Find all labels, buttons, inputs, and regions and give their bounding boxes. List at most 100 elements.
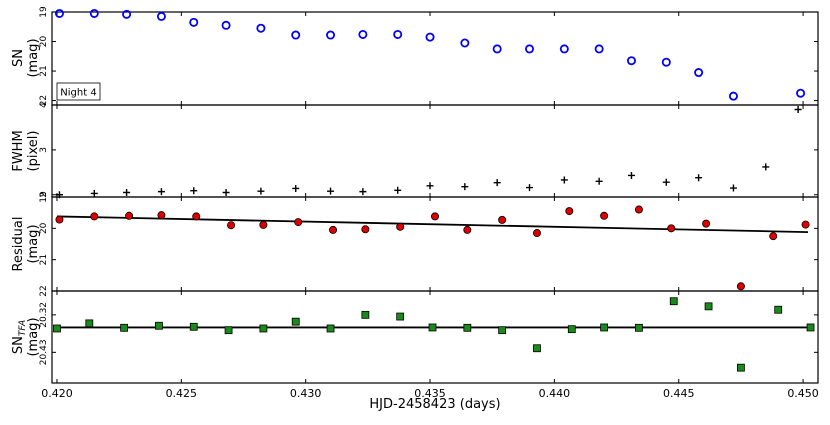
fwhm-point [560,176,568,184]
ylabel-residual-line2: (mag) [26,224,41,263]
fwhm-point [493,179,501,187]
residual-point [600,211,609,220]
residual-point [294,218,303,227]
fwhm-point [257,187,265,195]
sn-point [796,88,806,98]
sn-point [358,29,368,39]
residual-point [396,222,405,231]
residual-point [157,211,166,220]
x-axis-label: HJD-2458423 (days) [369,397,500,412]
panel-frame-sn-tfa [51,290,819,384]
y-tick-label: 19 [39,191,49,203]
sn-tfa-point [361,310,370,319]
fwhm-point [157,188,165,196]
residual-point [192,212,201,221]
ylabel-residual-line1: Residual [11,217,26,272]
panel-frame-sn [51,11,819,106]
sn-point [291,30,301,40]
residual-point [801,220,810,229]
night-annotation-box [56,82,101,101]
x-tick-label: 0.425 [166,387,198,400]
chart-marks: 0.420 0.425 0.430 0.435 0.440 0.445 0.450 19 20 2… [39,6,819,400]
x-tick-label: 0.435 [414,387,446,400]
sn-tfa-point [774,305,783,314]
ylabel-sn-tfa-main: SN [11,336,26,354]
y-tick-label: 22 [39,285,49,296]
y-tick-label: 20 [39,36,49,48]
y-tick-label: 19 [39,6,49,18]
sn-point [425,32,435,42]
y-tick-label: 22 [39,95,49,106]
x-tick-label: 0.430 [290,387,322,400]
fwhm-point [327,187,335,195]
sn-tfa-point [463,323,472,332]
sn-tfa-point [635,323,643,332]
sn-point [460,38,470,48]
fwhm-point [222,189,230,197]
residual-point [532,229,541,238]
residual-point [565,207,574,216]
x-tick-label: 0.440 [539,387,571,400]
fwhm-point [426,182,434,190]
x-tick-label: 0.450 [787,387,819,400]
sn-tfa-point [155,321,163,330]
sn-point [156,11,166,21]
sn-point [559,44,569,54]
fwhm-point [123,189,131,197]
ylabel-fwhm-line1: FWHM [11,130,26,171]
residual-point [498,215,507,224]
panel-frame-fwhm [51,104,819,198]
sn-tfa-point [428,323,437,332]
fwhm-point [90,189,98,197]
y-tick-label: 4 [39,102,49,108]
residual-point [736,282,745,291]
sn-tfa-point [259,324,268,333]
fwhm-point [794,105,802,113]
sn-point [189,17,199,27]
fwhm-point [662,178,670,186]
fwhm-point [461,183,469,191]
sn-point [89,8,99,18]
sn-tfa-point [806,323,815,332]
fwhm-point [394,186,402,194]
residual-point [769,232,778,241]
residual-point [361,225,370,234]
sn-tfa-point [291,317,300,326]
sn-tfa-point [600,323,609,332]
y-tick-label: 21 [39,65,49,76]
sn-tfa-point [498,326,507,335]
sn-tfa-point [85,319,94,328]
night-annotation: Night 4 [60,88,96,99]
residual-point [430,212,439,221]
sn-point [326,30,336,40]
fwhm-point [695,174,703,182]
residual-point [125,211,134,220]
y-tick-label: 20.32 [39,302,49,328]
sn-point [626,56,636,66]
sn-point [525,44,535,54]
sn-tfa-point [567,325,576,334]
residual-point [329,225,338,234]
y-tick-label: 2 [39,192,49,198]
sn-point [661,57,671,67]
sn-point [122,9,132,19]
panel-frame-residual [51,196,819,292]
sn-tfa-point [189,322,198,331]
fwhm-point [190,187,198,195]
x-tick-label: 0.420 [41,387,73,400]
sn-tfa-point [53,324,61,333]
fwhm-point [762,163,770,171]
ylabel-fwhm-line2: (pixel) [26,131,41,172]
residual-point [259,220,268,229]
fwhm-point [729,184,737,192]
fwhm-point [526,184,534,192]
fit-line [56,215,809,233]
residual-point [55,215,64,224]
y-tick-label: 20 [39,222,49,234]
sn-tfa-point [737,363,745,372]
sn-point [256,23,266,33]
ylabel-sn-tfa-line1: SNTFA [11,320,28,354]
sn-tfa-point [396,312,405,321]
sn-point [393,29,403,39]
x-tick-label: 0.445 [663,387,695,400]
